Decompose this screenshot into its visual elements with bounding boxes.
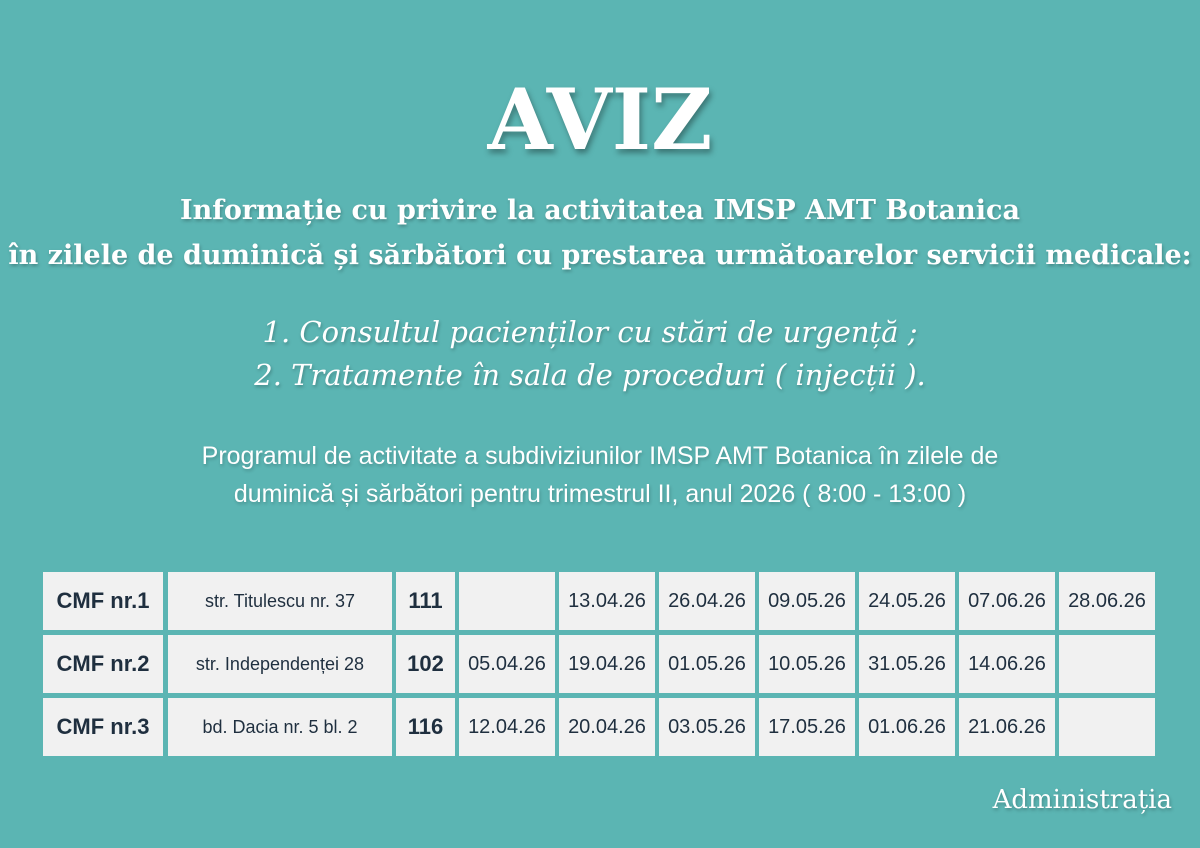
date-cell: 12.04.26 (459, 698, 555, 756)
date-cell (1059, 698, 1155, 756)
date-cell: 17.05.26 (759, 698, 855, 756)
date-cell: 24.05.26 (859, 572, 955, 630)
date-cell (459, 572, 555, 630)
date-cell: 26.04.26 (659, 572, 755, 630)
title: AVIZ (487, 70, 713, 169)
date-cell: 19.04.26 (559, 635, 655, 693)
date-cell: 10.05.26 (759, 635, 855, 693)
date-cell: 05.04.26 (459, 635, 555, 693)
program-line: duminică și sărbători pentru trimestrul … (233, 480, 967, 508)
unit-cell: CMF nr.3 (43, 698, 163, 756)
number-cell: 116 (396, 698, 455, 756)
number-cell: 102 (396, 635, 455, 693)
address-cell: str. Titulescu nr. 37 (168, 572, 392, 630)
date-cell: 01.05.26 (659, 635, 755, 693)
date-cell: 09.05.26 (759, 572, 855, 630)
unit-cell: CMF nr.1 (43, 572, 163, 630)
intro-line: în zilele de duminică și sărbători cu pr… (8, 240, 1192, 271)
date-cell (1059, 635, 1155, 693)
date-cell: 31.05.26 (859, 635, 955, 693)
date-cell: 21.06.26 (959, 698, 1055, 756)
program-line: Programul de activitate a subdiviziunilo… (201, 442, 999, 470)
date-cell: 20.04.26 (559, 698, 655, 756)
date-cell: 01.06.26 (859, 698, 955, 756)
intro-line: Informație cu privire la activitatea IMS… (180, 195, 1020, 226)
unit-cell: CMF nr.2 (43, 635, 163, 693)
service-item: 2. Tratamente în sala de proceduri ( inj… (254, 358, 926, 392)
number-cell: 111 (396, 572, 455, 630)
date-cell: 14.06.26 (959, 635, 1055, 693)
date-cell: 28.06.26 (1059, 572, 1155, 630)
address-cell: bd. Dacia nr. 5 bl. 2 (168, 698, 392, 756)
signature: Administrația (992, 785, 1172, 815)
service-item: 1. Consultul pacienților cu stări de urg… (262, 315, 918, 349)
date-cell: 13.04.26 (559, 572, 655, 630)
date-cell: 03.05.26 (659, 698, 755, 756)
date-cell: 07.06.26 (959, 572, 1055, 630)
address-cell: str. Independenței 28 (168, 635, 392, 693)
